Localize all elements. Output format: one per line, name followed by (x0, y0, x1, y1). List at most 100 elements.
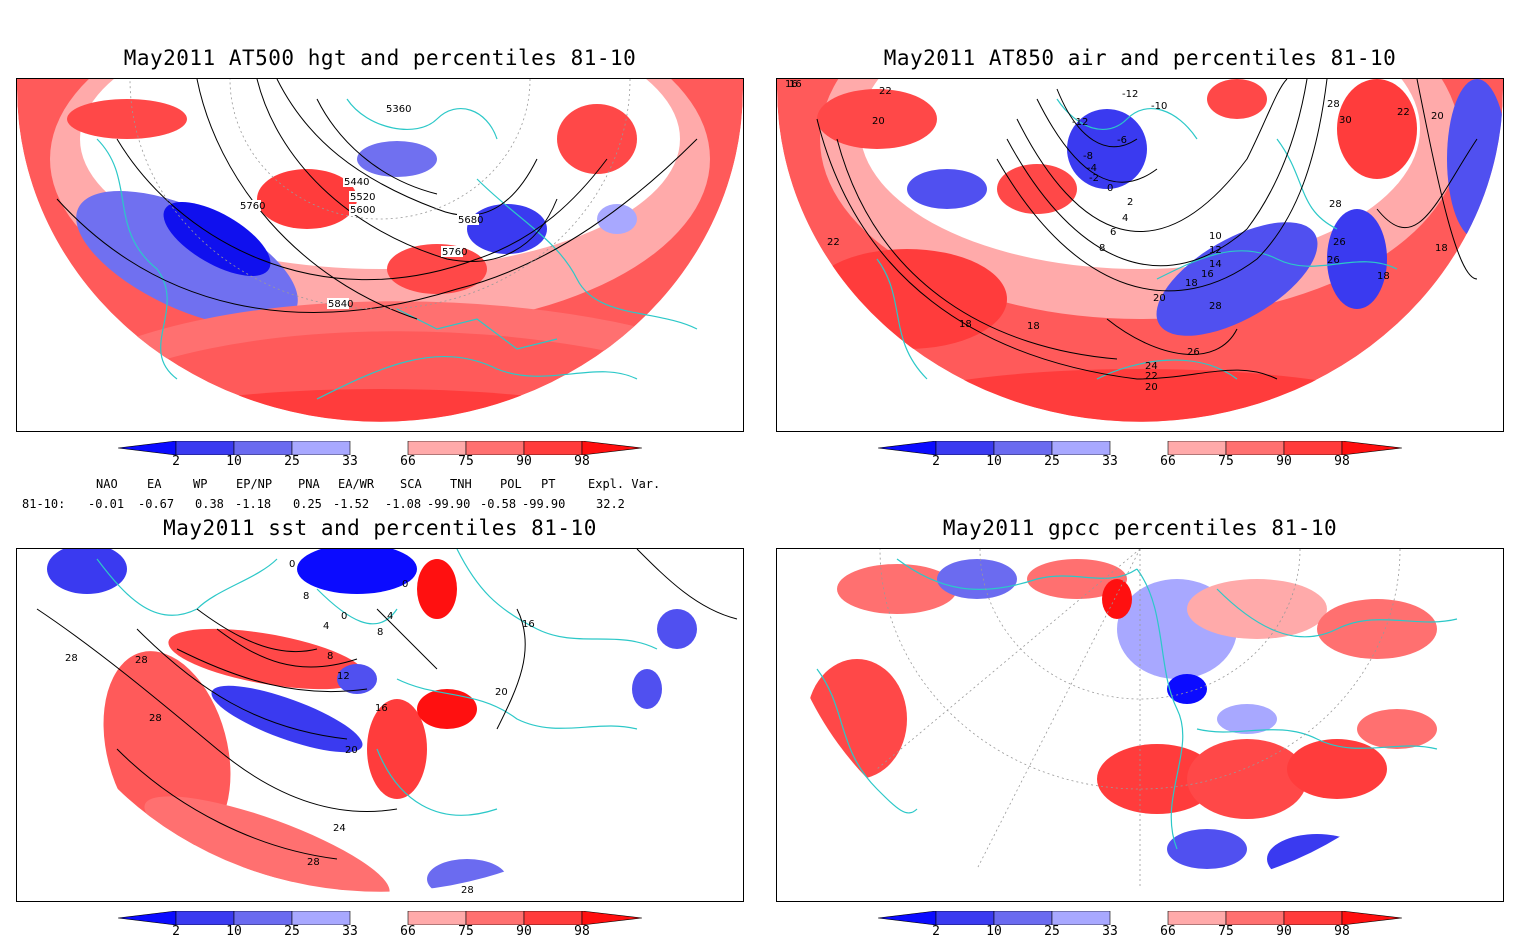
contour-label: 30 (1339, 115, 1352, 126)
index-name: POL (500, 477, 522, 491)
index-name: SCA (400, 477, 422, 491)
index-value: 0.38 (195, 497, 224, 511)
contour-label: 28 (135, 655, 148, 666)
contour-label: 5760 (240, 201, 265, 212)
contour-label: 14 (1209, 259, 1222, 270)
contour-label: 18 (959, 319, 972, 330)
contour-label: -12 (1122, 89, 1138, 100)
colorbar-label: 10 (226, 924, 242, 939)
contour-label: 8 (303, 591, 309, 602)
colorbar-label: 66 (1160, 454, 1176, 469)
index-name: EP/NP (236, 477, 273, 491)
contour-label: 22 (1397, 107, 1410, 118)
colorbar-label: 90 (516, 454, 532, 469)
contour-label: 28 (65, 653, 78, 664)
contour-label: 28 (307, 857, 320, 868)
map-panel-gpcc (776, 548, 1504, 902)
index-name: PNA (298, 477, 320, 491)
hgt500-map: 5360 5440 5520 5600 5680 5760 5760 5840 (17, 79, 743, 422)
index-row-label: 81-10: (22, 497, 66, 511)
contour-label: 4 (323, 621, 329, 632)
colorbar-label: 33 (1102, 924, 1118, 939)
colorbar-3: 2 10 25 33 66 75 90 98 (117, 910, 643, 940)
colorbar-label: 66 (400, 924, 416, 939)
colorbar-label: 2 (172, 924, 180, 939)
contour-label: 10 (1209, 231, 1222, 242)
colorbar-label: 33 (342, 924, 358, 939)
index-value: -0.67 (138, 497, 175, 511)
contour-label: 5440 (344, 177, 369, 188)
contour-label: 24 (333, 823, 346, 834)
colorbar-label: 90 (516, 924, 532, 939)
index-name: TNH (450, 477, 472, 491)
contour-label: 2 (1127, 197, 1133, 208)
colorbar-label: 75 (458, 924, 474, 939)
colorbar-label: 75 (1218, 454, 1234, 469)
colorbar-label: 66 (1160, 924, 1176, 939)
colorbar-swatches (877, 440, 1403, 456)
contour-label: 28 (1209, 301, 1222, 312)
contour-label: 28 (1327, 99, 1340, 110)
map-panel-sst: 0 0 8 4 0 4 8 8 12 16 20 24 28 28 28 28 … (16, 548, 744, 902)
contour-label: 16 (1201, 269, 1214, 280)
contour-label: 28 (1329, 199, 1342, 210)
colorbar-label: 10 (986, 924, 1002, 939)
colorbar-label: 10 (226, 454, 242, 469)
air850-map: 16 22 20 -12 -10 -12 -6 -8 -4 -2 0 2 4 6… (777, 79, 1503, 422)
colorbar-label: 33 (342, 454, 358, 469)
contour-label: 16 (375, 703, 388, 714)
colorbar-2: 2 10 25 33 66 75 90 98 (877, 440, 1403, 470)
contour-label: 20 (1153, 293, 1166, 304)
colorbar-label: 90 (1276, 454, 1292, 469)
colorbar-4: 2 10 25 33 66 75 90 98 (877, 910, 1403, 940)
contour-label: 20 (872, 116, 885, 127)
index-value: -0.01 (88, 497, 125, 511)
index-value: -1.08 (385, 497, 422, 511)
index-value: -99.90 (522, 497, 566, 511)
contour-label: 0 (341, 611, 347, 622)
contour-label: 5760 (442, 247, 467, 258)
colorbar-label: 75 (458, 454, 474, 469)
colorbar-label: 25 (1044, 924, 1060, 939)
index-value: -1.18 (235, 497, 272, 511)
colorbar-label: 33 (1102, 454, 1118, 469)
contour-label: 20 (1145, 382, 1158, 393)
index-value: 0.25 (293, 497, 322, 511)
colorbar-label: 98 (1334, 454, 1350, 469)
contour-label: -8 (1083, 151, 1093, 162)
contour-label: 18 (1185, 278, 1198, 289)
contour-label: 18 (1435, 243, 1448, 254)
contour-label: 22 (879, 86, 892, 97)
index-value: -99.90 (427, 497, 471, 511)
contour-label: 20 (1431, 111, 1444, 122)
contour-label: 8 (377, 627, 383, 638)
contour-label: 18 (1377, 271, 1390, 282)
index-value: -1.52 (333, 497, 370, 511)
contour-label: 8 (1099, 243, 1105, 254)
colorbar-label: 98 (574, 924, 590, 939)
contour-label: 0 (402, 579, 408, 590)
contour-label: 16 (789, 79, 802, 90)
gpcc-map (777, 549, 1503, 892)
contour-label: 16 (785, 79, 798, 90)
colorbar-label: 25 (1044, 454, 1060, 469)
contour-label: 5360 (386, 104, 411, 115)
contour-label: -2 (1089, 173, 1099, 184)
index-name: EA (147, 477, 162, 491)
contour-label: 5840 (328, 299, 353, 310)
contour-label: -6 (1117, 135, 1127, 146)
contour-label: 28 (149, 713, 162, 724)
contour-label: 22 (827, 237, 840, 248)
colorbar-label: 2 (172, 454, 180, 469)
colorbar-swatches (117, 440, 643, 456)
contour-label: 5600 (350, 205, 375, 216)
panel2-title: May2011 AT850 air and percentiles 81-10 (883, 46, 1397, 70)
contour-label: -12 (1072, 117, 1088, 128)
contour-label: 24 (1145, 361, 1158, 372)
contour-label: 5680 (458, 215, 483, 226)
map-panel-air850: 16 22 20 -12 -10 -12 -6 -8 -4 -2 0 2 4 6… (776, 78, 1504, 432)
panel4-title: May2011 gpcc percentiles 81-10 (942, 516, 1338, 540)
colorbar-label: 25 (284, 454, 300, 469)
contour-label: 0 (289, 559, 295, 570)
contour-label: 28 (461, 885, 474, 896)
